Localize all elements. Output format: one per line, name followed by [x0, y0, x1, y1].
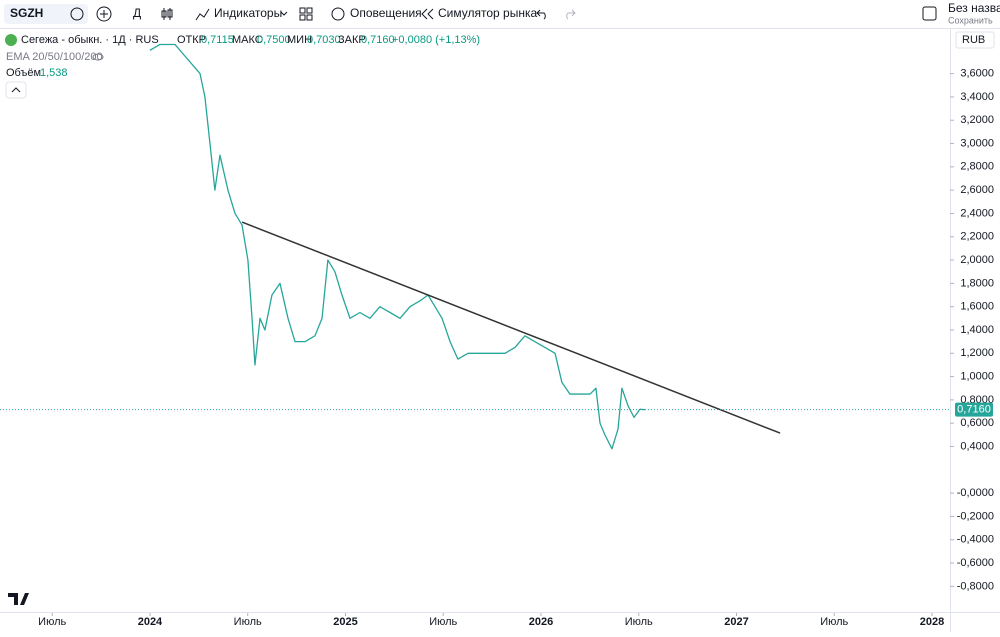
- x-tick-label: 2024: [138, 616, 163, 628]
- open-value: 0,7115: [201, 34, 234, 46]
- currency-box[interactable]: [955, 31, 995, 49]
- compare-button[interactable]: [96, 6, 112, 22]
- redo-button[interactable]: [566, 9, 576, 20]
- y-tick-label: 3,6000: [960, 68, 994, 80]
- interval[interactable]: Д: [133, 6, 141, 20]
- x-tick-label: Июль: [38, 616, 66, 628]
- replay-button[interactable]: Симулятор рынка: [438, 6, 537, 20]
- change-value: +0,0080 (+1,13%): [392, 34, 480, 46]
- plot: 3,6000 3,4000 3,2000 3,0000 2,8000 2,6000 2,40…: [0, 43, 994, 628]
- open-label: ОТКР: [177, 34, 206, 46]
- x-tick-label: Июль: [625, 616, 653, 628]
- save-label[interactable]: Сохранить: [948, 15, 993, 25]
- x-tick-label: 2025: [333, 616, 357, 628]
- y-tick-label: 2,0000: [960, 254, 994, 266]
- symbol-logo: [5, 34, 17, 46]
- y-tick-label: 2,4000: [960, 207, 994, 219]
- visibility-icon[interactable]: [92, 53, 104, 61]
- volume-value: 1,538: [40, 67, 68, 79]
- high-value: 0,7500: [257, 34, 291, 46]
- y-tick-label: 2,8000: [960, 161, 994, 173]
- chart-type-button[interactable]: [161, 8, 173, 20]
- y-tick-label: 0,6000: [960, 417, 994, 429]
- trend-line: [241, 221, 781, 434]
- x-tick-label: 2028: [920, 616, 944, 628]
- legend: Сегежа - обыкн. · 1Д · RUS ОТКР 0,7115 М…: [5, 34, 480, 99]
- y-tick-label: 1,0000: [960, 370, 994, 382]
- dropdown-icon[interactable]: [280, 11, 288, 16]
- collapse-button[interactable]: [5, 81, 27, 99]
- y-tick-label: 0,4000: [960, 440, 994, 452]
- undo-button[interactable]: [536, 9, 546, 20]
- alerts-button[interactable]: Оповещения: [350, 6, 422, 20]
- replay-icon[interactable]: [421, 8, 434, 20]
- price-line: [149, 43, 646, 450]
- y-tick-label: 1,4000: [960, 324, 994, 336]
- y-tick-label: 3,2000: [960, 114, 994, 126]
- toolbar: SGZH Д Индикаторы Оповещения Симулятор р…: [0, 1, 1000, 29]
- low-label: МИН: [287, 34, 312, 46]
- collapse-icon: [11, 87, 21, 93]
- close-value: 0,7160: [361, 34, 395, 46]
- y-tick-label: -0,2000: [957, 510, 994, 522]
- y-tick-label: 3,0000: [960, 137, 994, 149]
- y-tick-label: 2,2000: [960, 231, 994, 243]
- y-tick-label: 1,8000: [960, 277, 994, 289]
- templates-button[interactable]: [299, 7, 313, 21]
- ema-label: EMA 20/50/100/200: [6, 51, 103, 63]
- y-tick-label: -0,6000: [957, 557, 994, 569]
- indicators-icon[interactable]: [195, 8, 210, 21]
- high-label: МАКС: [232, 34, 263, 46]
- symbol-icon[interactable]: [70, 7, 84, 21]
- indicators-button[interactable]: Индикаторы: [214, 6, 282, 20]
- y-tick-label: 3,4000: [960, 91, 994, 103]
- y-tick-label: -0,4000: [957, 534, 994, 546]
- symbol-box[interactable]: [4, 4, 88, 24]
- y-tick-label: 1,6000: [960, 301, 994, 313]
- plus-icon: [100, 10, 108, 18]
- x-tick-label: Июль: [429, 616, 457, 628]
- x-tick-label: 2027: [724, 616, 748, 628]
- low-value: 0,7030: [307, 34, 341, 46]
- layout-name[interactable]: Без названи: [948, 1, 1000, 15]
- volume-label: Объём: [6, 67, 41, 79]
- x-tick-label: Июль: [820, 616, 848, 628]
- y-tick-label: -0,8000: [957, 580, 994, 592]
- last-price-label: 0,7160: [957, 404, 991, 416]
- instrument: Сегежа - обыкн. · 1Д · RUS: [21, 34, 159, 46]
- y-tick-label: -0,0000: [957, 487, 994, 499]
- x-tick-label: 2026: [529, 616, 553, 628]
- tv-logo: [8, 593, 29, 605]
- layout-icon[interactable]: [922, 6, 937, 21]
- y-tick-label: 2,6000: [960, 184, 994, 196]
- last-price-box: [955, 402, 993, 417]
- symbol[interactable]: SGZH: [10, 6, 43, 20]
- close-label: ЗАКР: [338, 34, 366, 46]
- currency[interactable]: RUB: [962, 34, 985, 46]
- alerts-icon[interactable]: [331, 7, 345, 21]
- y-tick-label: 1,2000: [960, 347, 994, 359]
- x-tick-label: Июль: [234, 616, 262, 628]
